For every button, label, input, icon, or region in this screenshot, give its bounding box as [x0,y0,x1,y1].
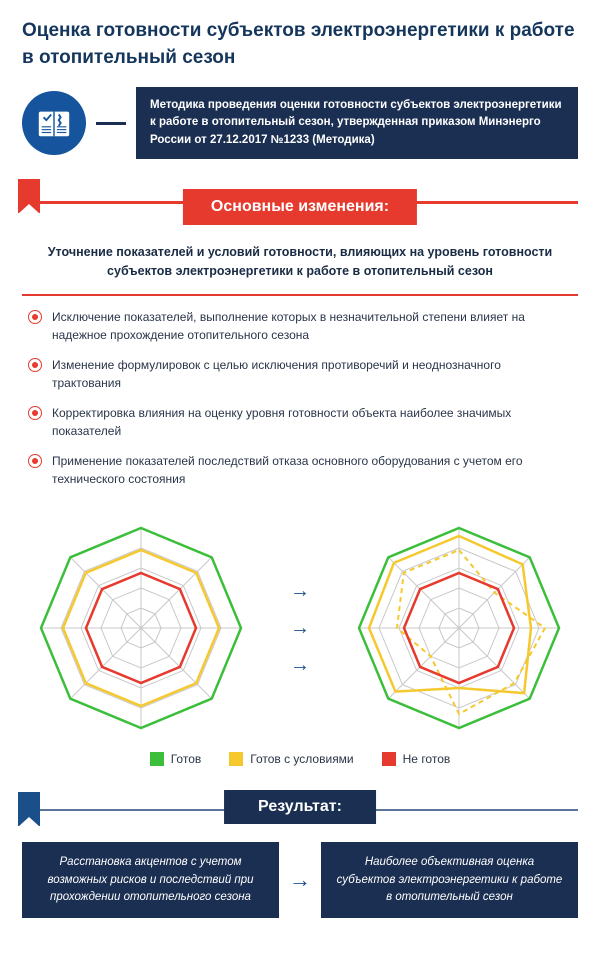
chart-legend: Готов Готов с условиями Не готов [22,752,578,766]
book-icon [22,91,86,155]
radar-charts-row: → → → [22,518,578,738]
result-section: Результат: Расстановка акцентов с учетом… [22,784,578,918]
page-title: Оценка готовности субъектов электроэнерг… [22,18,578,71]
legend-label: Готов [171,752,202,766]
arrow-right-icon: → [290,617,310,640]
legend-item: Готов [150,752,202,766]
bullet-icon [28,406,42,420]
legend-swatch-not [382,752,396,766]
result-box-right: Наиболее объективная оценка субъектов эл… [321,842,578,918]
result-box-left: Расстановка акцентов с учетом возможных … [22,842,279,918]
legend-item: Готов с условиями [229,752,353,766]
arrow-right-icon: → [290,654,310,677]
list-item: Изменение формулировок с целью исключени… [28,356,572,392]
list-item: Исключение показателей, выполнение котор… [28,308,572,344]
method-description-box: Методика проведения оценки готовности су… [136,87,578,159]
legend-label: Не готов [403,752,451,766]
radar-chart-after [340,518,578,738]
method-row: Методика проведения оценки готовности су… [22,87,578,159]
bullet-icon [28,358,42,372]
result-heading: Результат: [224,790,376,824]
bookmark-icon [18,179,40,213]
arrow-right-icon: → [289,867,311,893]
changes-subheading: Уточнение показателей и условий готовнос… [22,237,578,295]
radar-chart-before [22,518,260,738]
arrow-right-icon: → [290,580,310,603]
legend-label: Готов с условиями [250,752,353,766]
list-item: Корректировка влияния на оценку уровня г… [28,404,572,440]
arrows-column: → → → [290,580,310,677]
legend-item: Не готов [382,752,451,766]
bullet-list: Исключение показателей, выполнение котор… [22,308,578,508]
legend-swatch-cond [229,752,243,766]
list-item: Применение показателей последствий отказ… [28,452,572,488]
changes-heading: Основные изменения: [183,189,417,225]
bookmark-icon [18,792,40,826]
legend-swatch-ready [150,752,164,766]
divider [22,294,578,296]
connector-line [96,122,126,125]
changes-heading-row: Основные изменения: [22,177,578,225]
bullet-icon [28,454,42,468]
bullet-icon [28,310,42,324]
